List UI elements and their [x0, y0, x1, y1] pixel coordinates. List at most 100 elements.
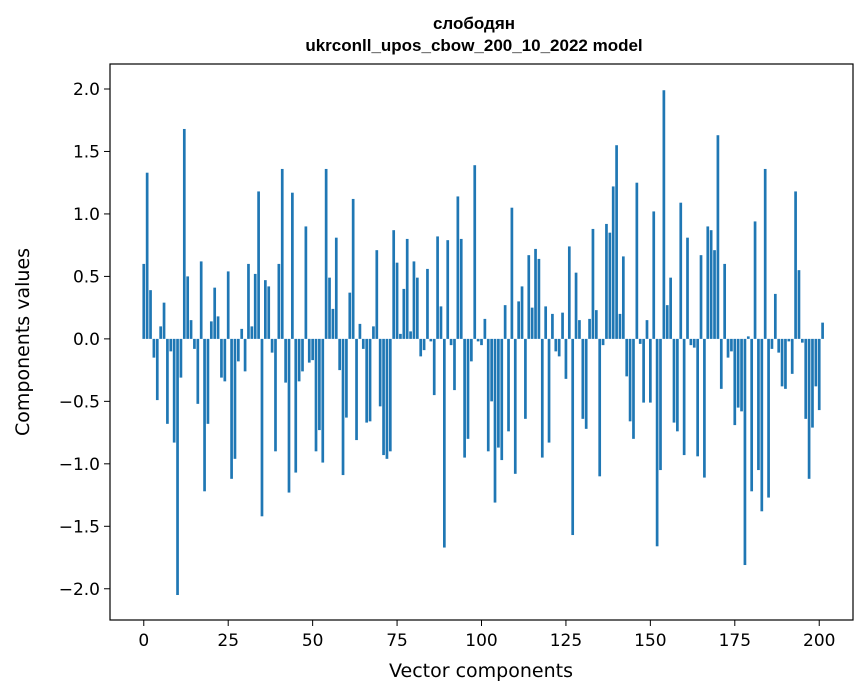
- y-axis-label: Components values: [12, 248, 34, 436]
- bar: [763, 168, 767, 339]
- bar: [334, 237, 338, 339]
- bar: [723, 263, 727, 339]
- bar: [554, 338, 558, 352]
- bar: [493, 338, 497, 503]
- chart-title: слободян: [433, 14, 515, 33]
- bar: [419, 338, 423, 357]
- bar: [470, 338, 473, 362]
- bar: [159, 326, 163, 339]
- bar: [760, 338, 764, 512]
- y-tick-label: 1.0: [73, 205, 100, 225]
- bar: [220, 338, 223, 378]
- bar: [213, 287, 217, 339]
- bar: [608, 232, 612, 339]
- bar: [436, 236, 439, 339]
- bar: [601, 338, 605, 346]
- bar: [645, 320, 649, 339]
- bar: [172, 338, 176, 443]
- bar: [324, 168, 328, 339]
- bar: [432, 338, 436, 396]
- bar: [777, 338, 781, 353]
- bar: [770, 338, 774, 349]
- bar: [716, 135, 720, 339]
- bar: [571, 338, 575, 536]
- bar: [649, 338, 652, 403]
- bar: [395, 262, 399, 339]
- bar: [540, 338, 544, 458]
- bar: [240, 328, 244, 339]
- y-tick-label: −1.5: [59, 517, 100, 537]
- bar: [621, 256, 625, 339]
- bar: [767, 338, 770, 498]
- bar: [486, 338, 490, 452]
- bar: [355, 338, 358, 441]
- bar: [166, 338, 169, 424]
- bar: [642, 338, 645, 403]
- bar: [358, 323, 362, 339]
- y-tick-label: −0.5: [59, 392, 100, 412]
- x-tick-label: 75: [386, 631, 408, 651]
- bar: [145, 172, 149, 339]
- bar: [446, 240, 450, 339]
- bar: [669, 277, 672, 339]
- bar: [189, 320, 193, 339]
- bar: [196, 338, 200, 404]
- bar: [388, 338, 392, 452]
- bar: [250, 326, 254, 339]
- bar: [321, 338, 325, 463]
- y-tick-label: 0.5: [73, 267, 100, 287]
- bar: [365, 338, 369, 423]
- bar: [476, 338, 480, 342]
- bar: [537, 258, 541, 339]
- bar: [584, 338, 588, 429]
- y-tick-label: 0.0: [73, 330, 100, 350]
- bar: [591, 228, 595, 339]
- bar: [372, 326, 375, 339]
- bar: [233, 338, 237, 459]
- bar: [480, 338, 483, 346]
- bar: [307, 338, 311, 363]
- bar: [345, 338, 348, 418]
- y-tick-label: −2.0: [59, 580, 100, 600]
- bar: [162, 302, 166, 339]
- bar: [507, 338, 510, 432]
- bar: [686, 237, 689, 339]
- bar: [155, 338, 159, 401]
- bar: [544, 306, 548, 339]
- x-axis-label: Vector components: [389, 660, 573, 682]
- bar: [605, 223, 608, 339]
- bar: [564, 338, 568, 379]
- bar: [351, 198, 355, 339]
- bar: [682, 338, 686, 456]
- bar: [318, 338, 321, 431]
- bar: [557, 338, 561, 357]
- bar: [594, 310, 598, 339]
- bar: [588, 318, 591, 339]
- bar: [169, 338, 173, 352]
- bar: [385, 338, 389, 459]
- bar: [405, 238, 409, 339]
- bar: [567, 246, 571, 339]
- bar: [638, 338, 642, 344]
- bar: [551, 313, 554, 339]
- x-tick-label: 100: [465, 631, 497, 651]
- bar: [628, 338, 632, 422]
- bar: [821, 322, 824, 339]
- bar: [277, 263, 281, 339]
- bar: [635, 182, 639, 339]
- bar: [294, 338, 298, 473]
- bar: [665, 305, 669, 339]
- bar: [733, 338, 737, 426]
- bar: [443, 338, 446, 548]
- bar: [402, 288, 406, 339]
- bar: [459, 238, 463, 339]
- bar: [422, 338, 426, 351]
- bar: [182, 128, 186, 339]
- bar: [439, 306, 443, 339]
- x-tick-label: 0: [138, 631, 149, 651]
- bar: [719, 338, 723, 389]
- bar: [807, 338, 811, 479]
- bar: [216, 316, 220, 339]
- bar: [581, 338, 585, 419]
- bar: [787, 338, 791, 342]
